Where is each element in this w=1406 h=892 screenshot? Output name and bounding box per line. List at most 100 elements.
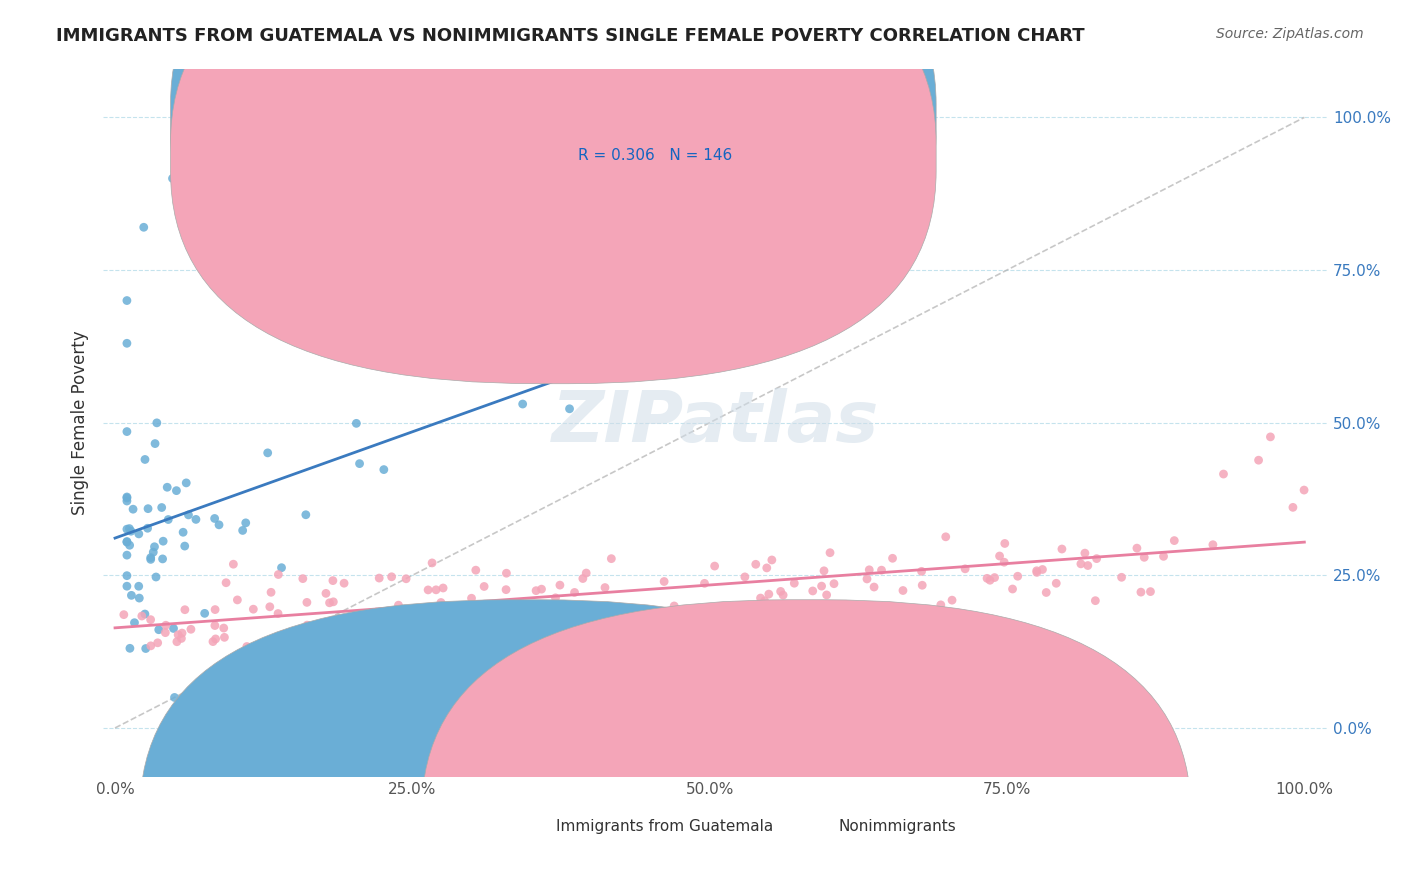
Point bbox=[953, 562, 976, 576]
Point bbox=[443, 610, 465, 624]
Point bbox=[772, 588, 794, 602]
Point bbox=[162, 622, 184, 636]
Point bbox=[988, 549, 1011, 563]
Point bbox=[120, 524, 142, 539]
Point bbox=[432, 581, 454, 595]
Point bbox=[564, 585, 586, 599]
Point bbox=[201, 634, 224, 648]
Point bbox=[177, 508, 200, 522]
Point bbox=[600, 551, 623, 566]
Point bbox=[139, 550, 162, 565]
Point bbox=[783, 576, 806, 591]
Point bbox=[755, 561, 778, 575]
Point bbox=[1084, 593, 1107, 607]
Point bbox=[115, 548, 138, 562]
Point bbox=[128, 591, 150, 606]
Point bbox=[513, 264, 536, 278]
Point bbox=[322, 574, 344, 588]
Point bbox=[226, 593, 249, 607]
Point bbox=[232, 524, 254, 538]
Point bbox=[1111, 570, 1133, 584]
Point bbox=[979, 573, 1001, 587]
Point bbox=[870, 563, 893, 577]
Point bbox=[1031, 562, 1053, 576]
Point bbox=[558, 401, 581, 416]
Point bbox=[136, 501, 159, 516]
Point bbox=[118, 641, 141, 656]
Point bbox=[172, 525, 194, 540]
Point bbox=[184, 512, 207, 526]
Point bbox=[163, 690, 186, 705]
Point bbox=[170, 632, 193, 646]
Point bbox=[222, 558, 245, 572]
Point bbox=[1153, 549, 1175, 564]
Point bbox=[1212, 467, 1234, 481]
Point bbox=[122, 502, 145, 516]
Point bbox=[1247, 453, 1270, 467]
Point bbox=[139, 639, 162, 653]
Point bbox=[295, 508, 318, 522]
Point bbox=[555, 358, 578, 372]
Point bbox=[194, 607, 217, 621]
Point bbox=[412, 610, 434, 624]
Point bbox=[112, 607, 135, 622]
Point bbox=[614, 604, 637, 618]
FancyBboxPatch shape bbox=[139, 599, 910, 892]
Point bbox=[174, 475, 197, 490]
Point bbox=[1133, 550, 1156, 565]
Point bbox=[142, 545, 165, 559]
Point bbox=[935, 530, 957, 544]
Point bbox=[366, 605, 388, 619]
Point bbox=[420, 556, 443, 570]
Text: Nonimmigrants: Nonimmigrants bbox=[838, 819, 956, 834]
Point bbox=[823, 576, 845, 591]
Point bbox=[910, 565, 932, 579]
Point bbox=[336, 613, 359, 627]
Point bbox=[204, 618, 226, 632]
Point bbox=[416, 582, 439, 597]
Point bbox=[1035, 585, 1057, 599]
Point bbox=[1282, 500, 1305, 515]
Point bbox=[994, 536, 1017, 550]
Point bbox=[664, 599, 686, 613]
Point bbox=[1045, 576, 1067, 591]
Point bbox=[273, 645, 295, 659]
Point bbox=[769, 584, 792, 599]
Point bbox=[856, 572, 879, 586]
Point bbox=[1074, 546, 1097, 560]
Point bbox=[256, 446, 278, 460]
Point bbox=[152, 534, 174, 549]
Point bbox=[204, 632, 226, 646]
Point bbox=[761, 553, 783, 567]
Point bbox=[214, 631, 236, 645]
Point bbox=[156, 480, 179, 494]
Point bbox=[758, 587, 780, 601]
Point bbox=[551, 607, 574, 621]
Point bbox=[544, 591, 567, 605]
Point bbox=[124, 615, 146, 630]
Point bbox=[155, 625, 177, 640]
Text: Immigrants from Guatemala: Immigrants from Guatemala bbox=[557, 819, 773, 834]
Point bbox=[810, 579, 832, 593]
Point bbox=[430, 595, 453, 609]
Point bbox=[134, 452, 156, 467]
Point bbox=[333, 576, 356, 591]
Point bbox=[976, 571, 998, 585]
Point bbox=[115, 490, 138, 504]
Point bbox=[115, 535, 138, 549]
Point bbox=[115, 522, 138, 536]
Point bbox=[599, 600, 621, 615]
Point bbox=[425, 582, 447, 597]
Point bbox=[115, 494, 138, 508]
Point bbox=[863, 580, 886, 594]
Point bbox=[208, 517, 231, 532]
Point bbox=[267, 607, 290, 621]
Point bbox=[575, 343, 598, 357]
Point bbox=[288, 624, 311, 639]
Point bbox=[555, 611, 578, 625]
Point bbox=[858, 563, 880, 577]
Point bbox=[356, 619, 378, 633]
Point bbox=[710, 603, 733, 617]
Point bbox=[530, 582, 553, 596]
Point bbox=[748, 613, 770, 627]
